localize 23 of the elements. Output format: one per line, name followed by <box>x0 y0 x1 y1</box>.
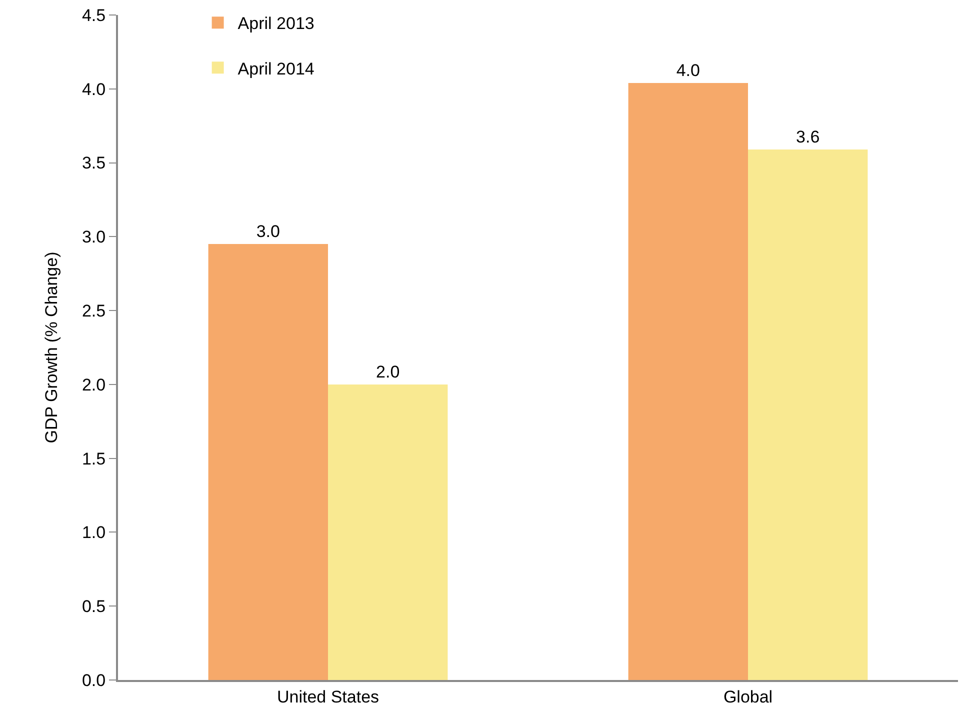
text: 0.0 <box>82 670 106 690</box>
text: 1.5 <box>82 449 106 468</box>
text: 4.5 <box>82 6 106 25</box>
legend-label: April 2013 <box>238 14 314 34</box>
legend-label: April 2014 <box>238 59 314 78</box>
x-tick-label: United States <box>276 687 380 706</box>
data-label: 2.0 <box>376 362 400 382</box>
y-axis-title: GDP Growth (% Change) <box>42 252 62 444</box>
x-tick-label: Global <box>723 687 773 706</box>
text: 1.0 <box>82 523 106 542</box>
bar <box>328 384 448 680</box>
text: 2.0 <box>82 375 106 394</box>
data-label: 3.0 <box>256 222 280 242</box>
bar <box>748 149 868 680</box>
text: 2.5 <box>82 302 106 321</box>
bar <box>628 82 748 680</box>
data-label: 3.6 <box>796 127 820 146</box>
data-label: 4.0 <box>676 60 700 80</box>
text: 3.0 <box>82 228 106 247</box>
text: 3.5 <box>82 154 106 173</box>
bar <box>208 244 328 680</box>
text: 0.5 <box>82 597 106 616</box>
text: 4.0 <box>82 80 106 99</box>
